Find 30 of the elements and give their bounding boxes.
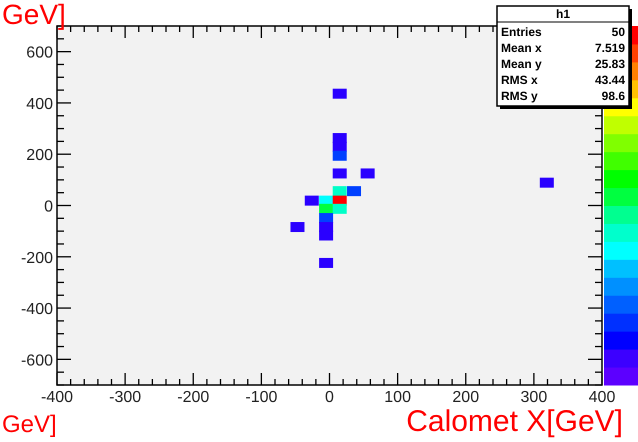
- annotation: 25.83: [594, 57, 626, 71]
- y-tick-label: 0: [44, 198, 54, 216]
- x-tick-label: -100: [245, 389, 278, 406]
- annotation: Mean y: [501, 57, 542, 71]
- text: h1: [556, 7, 570, 21]
- y-tick-label: 600: [26, 44, 54, 62]
- annotation: Entries: [501, 25, 542, 39]
- y-tick-label: -600: [20, 352, 54, 370]
- y-tick-label: 400: [26, 96, 54, 113]
- x-tick-label: -200: [177, 389, 210, 406]
- x-tick-label: 400: [588, 389, 616, 406]
- x-axis-title: Calomet X[GeV]: [406, 405, 623, 438]
- y-axis-title: GeV]: [2, 0, 66, 30]
- x-tick-label: 0: [325, 389, 334, 406]
- annotation: 98.6: [602, 89, 626, 103]
- annotation: Mean x: [501, 41, 542, 55]
- x-tick-label: 200: [452, 389, 480, 406]
- text: 50: [612, 25, 626, 39]
- y-tick-label: -400: [20, 301, 54, 318]
- y-tick-label: 200: [26, 147, 54, 164]
- text: GeV]: [2, 411, 57, 438]
- x-tick-label: 300: [520, 389, 548, 406]
- annotation: RMS y: [501, 89, 538, 103]
- y-tick-label: -200: [20, 250, 54, 267]
- annotation: 7.519: [594, 41, 626, 55]
- x-tick-label: -400: [40, 389, 74, 406]
- annotation: 43.44: [594, 73, 626, 87]
- x-tick-label: -300: [109, 389, 142, 406]
- x-tick-label: 100: [384, 389, 412, 406]
- annotation: RMS x: [501, 73, 538, 87]
